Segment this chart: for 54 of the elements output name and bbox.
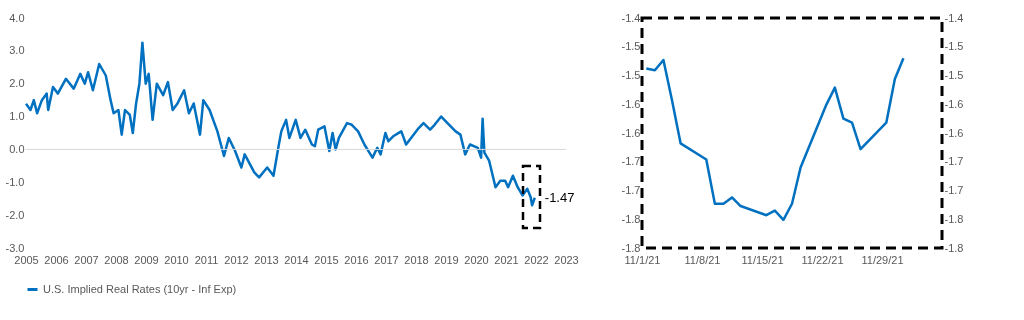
x-tick-label: 2022 <box>524 253 549 266</box>
x-tick-label: 2019 <box>434 253 459 266</box>
x-tick-label: 2007 <box>74 253 99 266</box>
x-tick-label: 2017 <box>374 253 399 266</box>
x-tick-label: 2009 <box>134 253 159 266</box>
x-tick-label: 11/29/21 <box>861 253 904 266</box>
y-tick-label: -1.4 <box>621 11 641 24</box>
x-tick-label: 11/8/21 <box>684 253 721 266</box>
y2-tick-label: -1.7 <box>944 184 964 196</box>
x-tick-label: 2005 <box>14 253 39 266</box>
x-tick-label: 2013 <box>254 253 279 266</box>
line-series <box>645 57 905 222</box>
x-tick-label: 2018 <box>404 253 429 266</box>
y2-tick-label: -1.6 <box>944 126 964 139</box>
y-tick-label: 1.0 <box>9 110 25 123</box>
y-tick-label: -1.7 <box>621 184 641 196</box>
y-tick-label: -1.7 <box>621 155 641 168</box>
x-tick-label: 2008 <box>104 253 129 266</box>
y2-tick-label: -1.4 <box>944 11 964 24</box>
x-tick-label: 2016 <box>344 253 369 266</box>
x-tick-label: 11/1/21 <box>624 253 661 266</box>
y2-tick-label: -1.6 <box>944 97 964 110</box>
x-tick-label: 2012 <box>224 253 249 266</box>
y-tick-label: -1.5 <box>621 69 641 81</box>
x-tick-label: 2021 <box>494 253 519 266</box>
y-tick-label: 2.0 <box>9 77 25 90</box>
y-tick-label: -1.8 <box>621 241 641 254</box>
annotation: -1.47 <box>544 189 575 205</box>
x-tick-label: 2010 <box>164 253 189 266</box>
y-tick-label: -3.0 <box>5 241 25 254</box>
x-tick-label: 2020 <box>464 253 489 266</box>
x-tick-label: 11/15/21 <box>741 253 784 266</box>
x-tick-label: 2006 <box>44 253 69 266</box>
legend-label: U.S. Implied Real Rates (10yr - Inf Exp) <box>43 282 237 295</box>
y-tick-label: -1.6 <box>621 97 641 110</box>
y-tick-label: 0.0 <box>9 142 25 155</box>
x-tick-label: 2014 <box>284 253 309 266</box>
line-series <box>24 41 537 207</box>
x-tick-label: 2011 <box>194 253 219 266</box>
y2-tick-label: -1.7 <box>944 155 964 168</box>
y2-tick-label: -1.5 <box>944 40 964 53</box>
y-tick-label: -1.6 <box>621 126 641 139</box>
y-tick-label: -1.5 <box>621 40 641 53</box>
y-tick-label: -2.0 <box>5 208 25 221</box>
x-tick-label: 11/22/21 <box>801 253 844 266</box>
y2-tick-label: -1.5 <box>944 69 964 81</box>
y-tick-label: -1.0 <box>5 175 25 188</box>
y-tick-label: 4.0 <box>9 11 25 24</box>
x-tick-label: 2023 <box>554 253 579 266</box>
y2-tick-label: -1.8 <box>944 212 964 225</box>
y-tick-label: -1.8 <box>621 212 641 225</box>
y2-tick-label: -1.8 <box>944 241 964 254</box>
x-tick-label: 2015 <box>314 253 339 266</box>
y-tick-label: 3.0 <box>9 44 25 57</box>
